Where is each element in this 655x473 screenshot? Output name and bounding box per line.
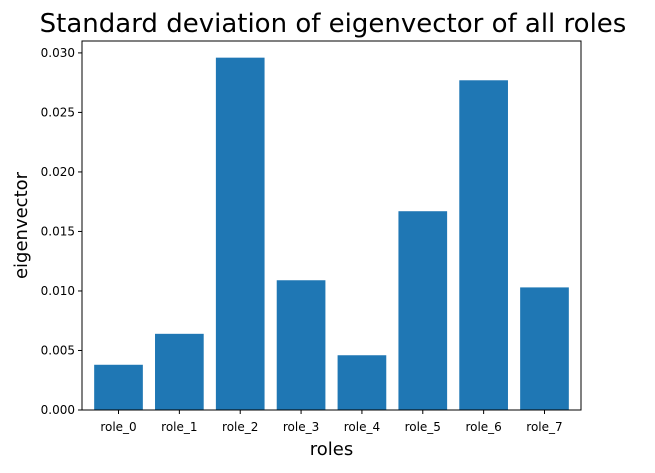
bar-role_4 <box>337 355 387 410</box>
y-tick-label: 0.010 <box>41 284 75 298</box>
bar-role_5 <box>398 211 448 410</box>
y-axis-ticks: 0.000 0.005 0.010 0.015 0.020 0.025 0.030 <box>41 46 82 417</box>
chart-title: Standard deviation of eigenvector of all… <box>40 9 627 39</box>
y-axis-title: eigenvector <box>11 171 32 279</box>
x-tick-label: role_0 <box>100 420 136 434</box>
y-tick-label: 0.005 <box>41 343 75 357</box>
x-tick-label: role_7 <box>526 420 562 434</box>
bar-role_3 <box>276 280 326 410</box>
y-tick-label: 0.000 <box>41 403 75 417</box>
bar-role_1 <box>155 333 204 410</box>
y-tick-label: 0.015 <box>41 224 75 238</box>
x-axis-title: roles <box>310 439 353 460</box>
bar-role_6 <box>459 80 508 410</box>
y-tick-label: 0.020 <box>41 165 75 179</box>
bar-role_0 <box>94 364 143 410</box>
x-tick-label: role_3 <box>283 420 319 434</box>
x-tick-label: role_1 <box>161 420 197 434</box>
bars-layer <box>94 57 569 410</box>
x-axis-ticks: role_0 role_1 role_2 role_3 role_4 role_5 role… <box>100 410 563 434</box>
plot-frame <box>81 40 582 411</box>
y-tick-label: 0.025 <box>41 105 75 119</box>
y-tick-label: 0.030 <box>41 46 75 60</box>
bar-role_2 <box>215 57 265 410</box>
x-tick-label: role_5 <box>405 420 441 434</box>
bar-role_7 <box>520 287 569 410</box>
x-tick-label: role_6 <box>465 420 501 434</box>
x-tick-label: role_2 <box>222 420 258 434</box>
x-tick-label: role_4 <box>344 420 380 434</box>
